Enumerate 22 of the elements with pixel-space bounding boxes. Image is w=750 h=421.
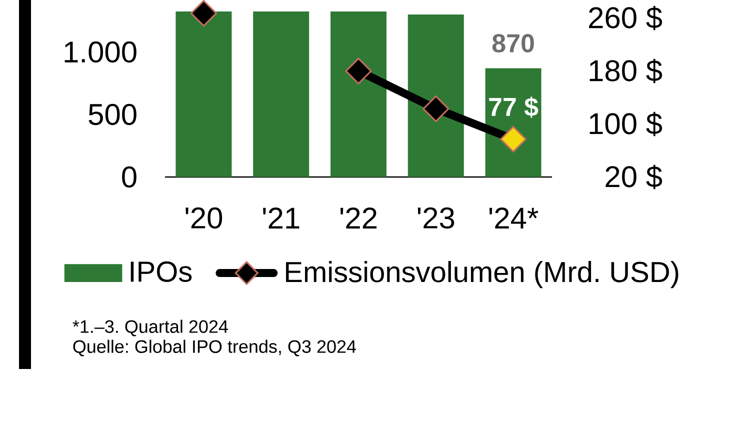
data-label: 870 xyxy=(492,34,534,52)
y-tick-label: 0 xyxy=(122,166,136,188)
x-tick-label: '22 xyxy=(340,208,377,228)
x-tick-label: '21 xyxy=(263,208,300,228)
bar xyxy=(330,11,386,177)
text: *1.–3. Quartal 2024 xyxy=(72,320,228,336)
bar xyxy=(253,11,310,177)
legend-label: IPOs xyxy=(130,261,192,282)
legend-label: Emissionsvolumen (Mrd. USD) xyxy=(286,261,678,288)
y2-tick-label: 260 $ xyxy=(589,6,662,30)
y2-tick-label: 100 $ xyxy=(590,112,662,136)
bar xyxy=(176,11,232,177)
y-tick-label: 1.000 xyxy=(64,41,136,63)
y2-tick-label: 20 $ xyxy=(606,164,662,190)
y-tick-label: 500 xyxy=(88,104,136,126)
point xyxy=(190,0,217,27)
data-label: 77 $ xyxy=(489,96,538,118)
x-tick-label: '20 xyxy=(186,207,222,229)
source-note: Quelle: Global IPO trends, Q3 2024 xyxy=(73,340,356,356)
x-tick-label: '24* xyxy=(489,208,538,228)
x-tick-label: '23 xyxy=(418,207,454,229)
y2-tick-label: 180 $ xyxy=(590,58,662,84)
